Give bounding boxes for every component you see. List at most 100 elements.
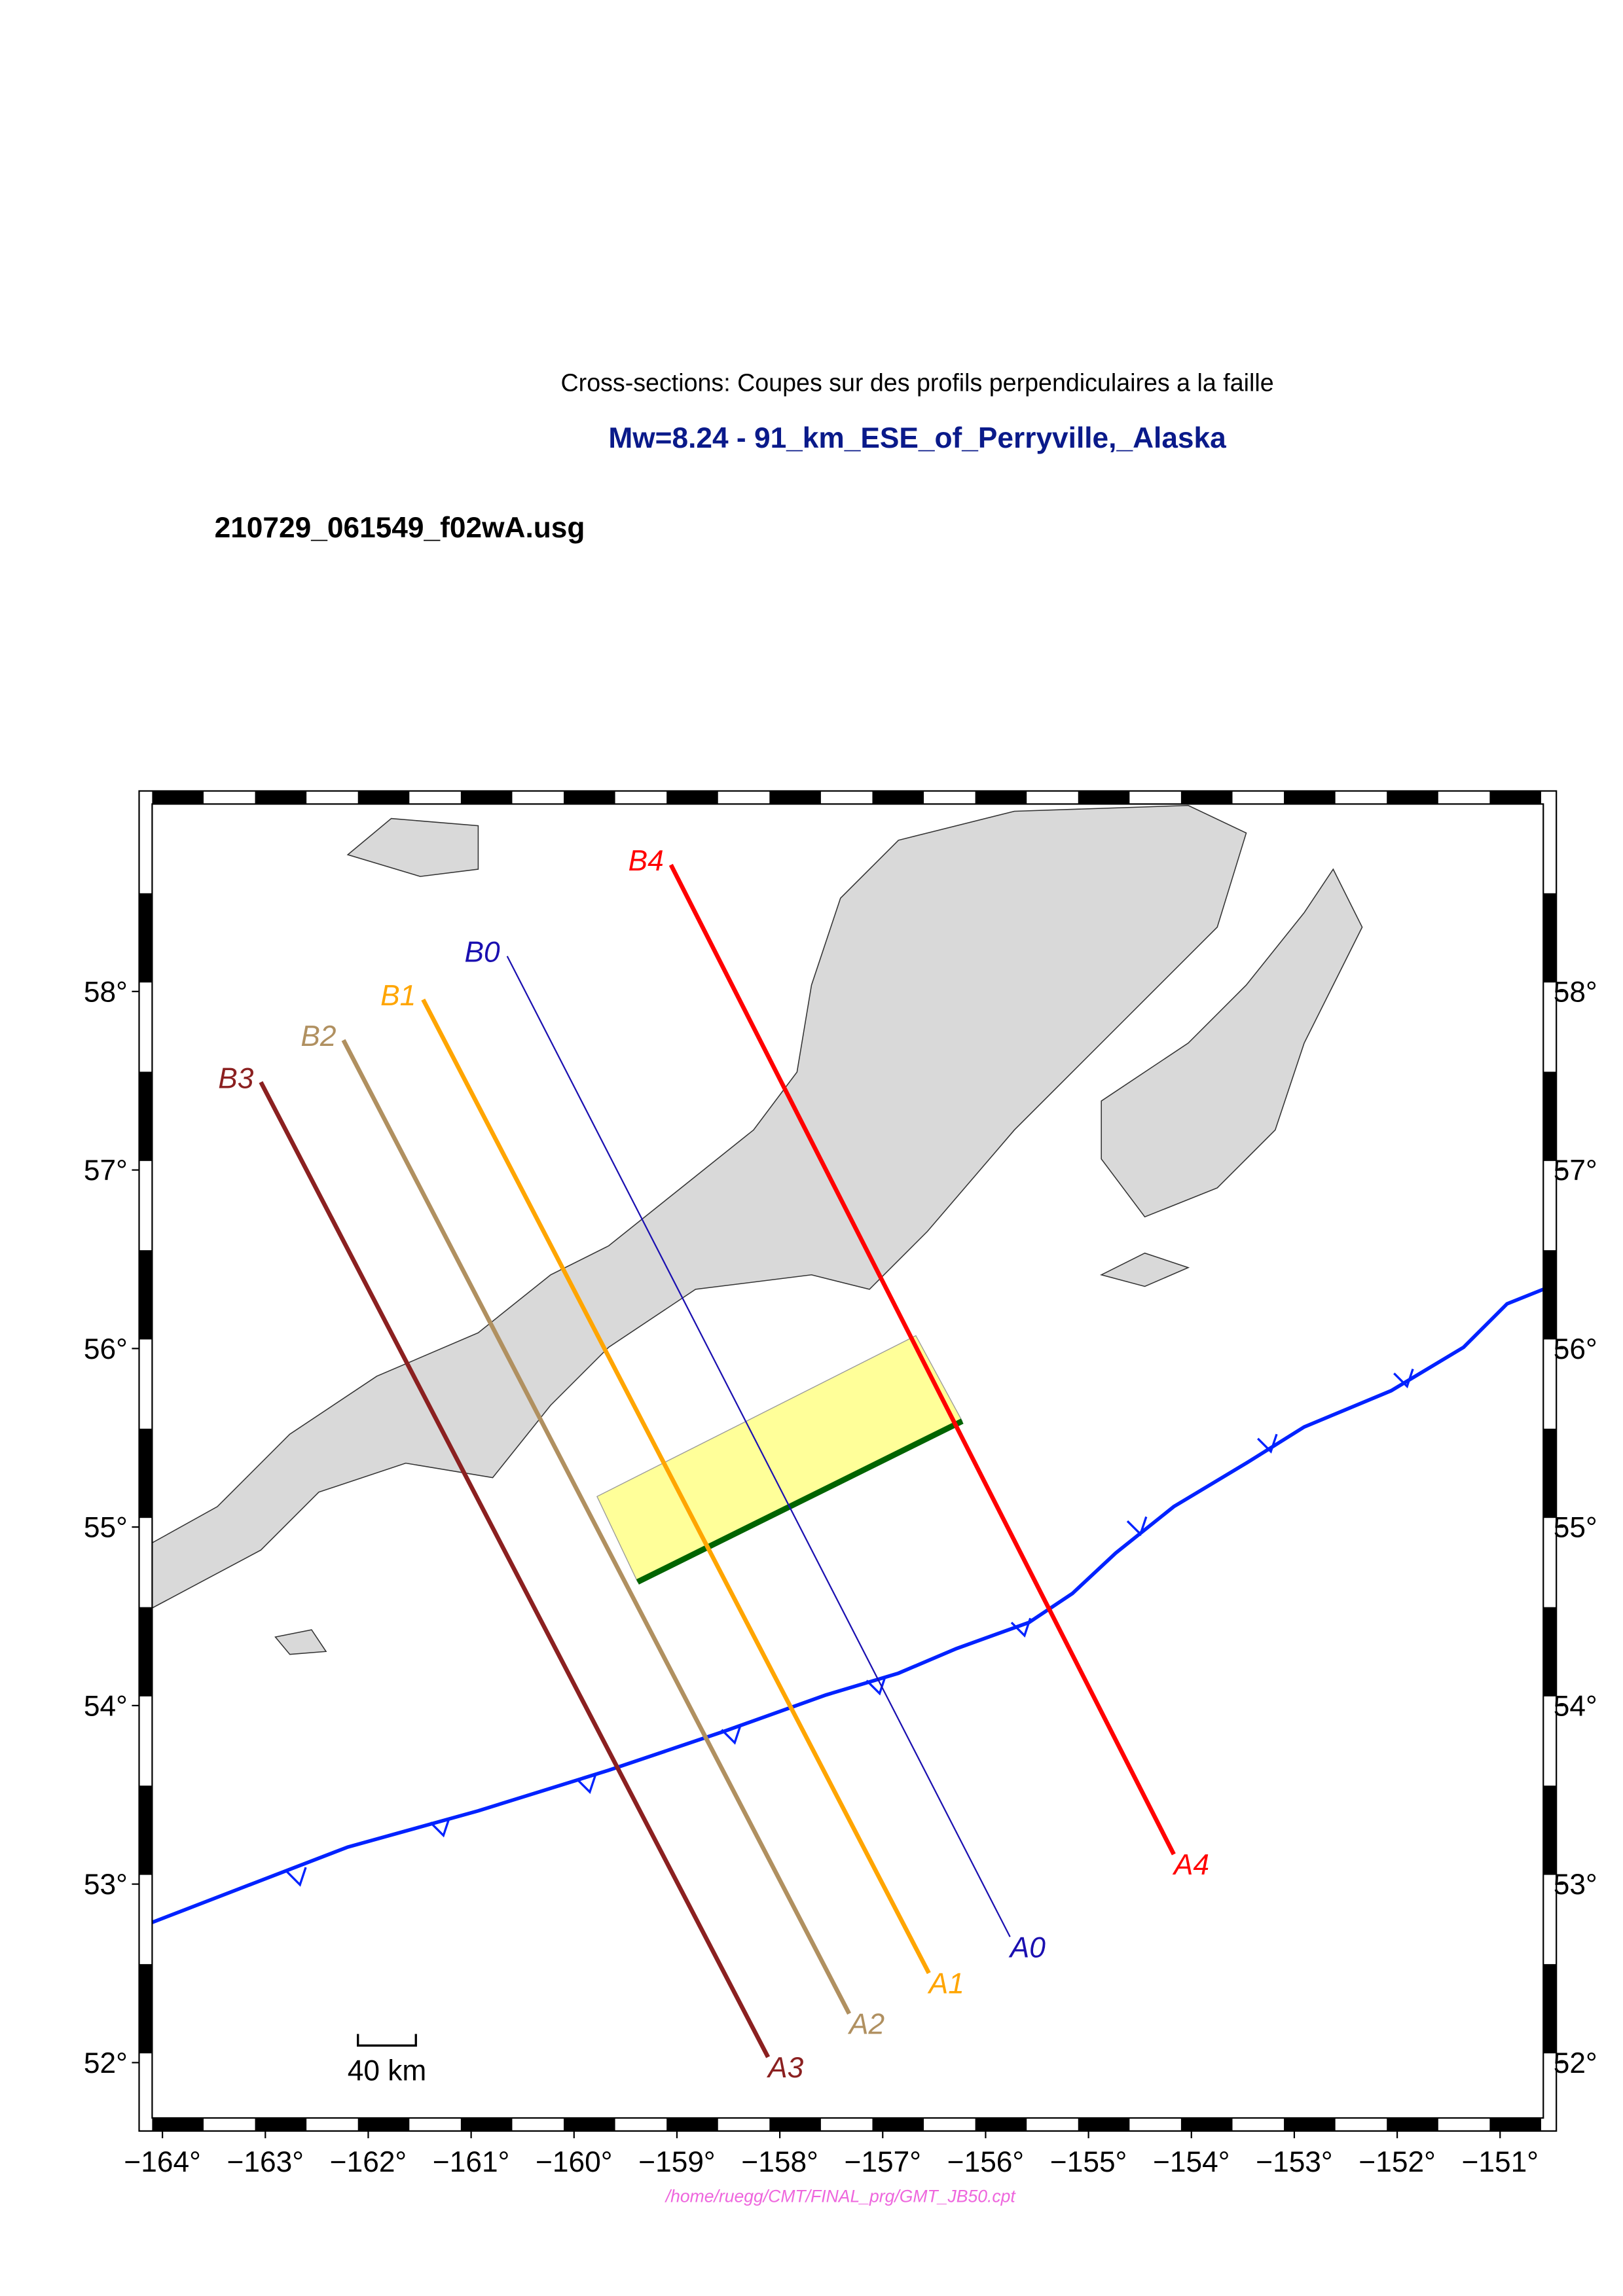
frame: −164° −163° −162° −161° −160° −159° −158° −157°… — [84, 790, 1597, 2178]
x-tick-label: −161° — [433, 2146, 509, 2178]
frame-check — [460, 791, 513, 804]
tooth — [866, 1676, 886, 1696]
frame-check — [1543, 1607, 1557, 1696]
tooth — [1257, 1433, 1278, 1454]
frame-check — [666, 2117, 718, 2131]
y-tick-label: 56° — [84, 1333, 128, 1365]
frame-check — [1284, 2117, 1336, 2131]
footer: /home/ruegg/CMT/FINAL_prg/GMT_JB50.cpt — [665, 2186, 1017, 2206]
profile-start-label: B3 — [218, 1062, 254, 1094]
tooth — [1393, 1369, 1414, 1389]
scale-bar: 40 km — [348, 2034, 427, 2087]
island — [346, 817, 479, 877]
y-tick-label: 56° — [1554, 1333, 1597, 1365]
profile-end-label: A1 — [927, 1968, 964, 2000]
frame-check — [872, 791, 924, 804]
frame-check — [769, 2117, 821, 2131]
frame-check — [139, 1964, 153, 2054]
frame-check — [357, 791, 410, 804]
profile-start-label: B1 — [380, 980, 416, 1012]
scale-label: 40 km — [348, 2054, 427, 2087]
island — [274, 1629, 327, 1655]
y-tick-label: 57° — [84, 1155, 128, 1187]
profile-line — [341, 1039, 851, 2015]
tooth — [721, 1725, 742, 1745]
y-tick-label: 58° — [1554, 976, 1597, 1008]
x-tick-label: −157° — [845, 2146, 921, 2178]
frame-check — [357, 2117, 410, 2131]
x-tick-label: −153° — [1256, 2146, 1332, 2178]
subtitle: Mw=8.24 - 91_km_ESE_of_Perryville,_Alask… — [608, 422, 1226, 454]
x-tick-label: −162° — [330, 2146, 407, 2178]
profile-line — [421, 998, 931, 1975]
frame-check — [1543, 1250, 1557, 1340]
y-tick-label: 54° — [1554, 1690, 1597, 1722]
tooth — [575, 1774, 597, 1795]
tooth — [1126, 1516, 1148, 1537]
tooth — [1010, 1617, 1032, 1638]
frame-check — [1284, 791, 1336, 804]
frame-check — [139, 1428, 153, 1518]
frame-check — [1180, 2117, 1233, 2131]
scale-bar-line — [357, 2034, 417, 2047]
y-tick-label: 53° — [84, 1869, 128, 1901]
y-tick-label: 55° — [84, 1512, 128, 1544]
frame-check — [1543, 1428, 1557, 1518]
frame-check — [1387, 791, 1438, 804]
profile-end-label: A0 — [1008, 1931, 1046, 1964]
frame-check — [1489, 2117, 1541, 2131]
frame-check — [666, 791, 718, 804]
y-tick-label: 52° — [84, 2047, 128, 2079]
x-tick-label: −159° — [638, 2146, 715, 2178]
profile-start-label: B2 — [301, 1020, 336, 1052]
frame-check — [139, 1071, 153, 1161]
frame-check — [564, 791, 615, 804]
frame-check — [255, 2117, 307, 2131]
land — [152, 804, 1363, 1655]
frame-check — [1078, 2117, 1130, 2131]
y-tick-label: 53° — [1554, 1869, 1597, 1901]
frame-check — [1078, 791, 1130, 804]
x-tick-label: −158° — [741, 2146, 818, 2178]
island — [1100, 1252, 1190, 1287]
frame-check — [1543, 1964, 1557, 2054]
profile-end-label: A2 — [847, 2009, 884, 2041]
frame-check — [152, 791, 204, 804]
x-tick-label: −151° — [1462, 2146, 1539, 2178]
title: Cross-sections: Coupes sur des profils p… — [561, 369, 1274, 397]
frame-check — [460, 2117, 513, 2131]
profile-start-label: B0 — [464, 937, 500, 969]
y-tick-label: 57° — [1554, 1155, 1597, 1187]
tooth — [286, 1867, 307, 1887]
tooth — [429, 1818, 450, 1838]
x-tick-label: −154° — [1153, 2146, 1230, 2178]
frame-check — [139, 893, 153, 983]
x-tick-label: −160° — [536, 2146, 612, 2178]
frame-check — [255, 791, 307, 804]
frame-check — [1489, 791, 1541, 804]
x-tick-label: −164° — [124, 2146, 200, 2178]
frame-check — [975, 791, 1027, 804]
frame-check — [139, 1250, 153, 1340]
x-tick-label: −152° — [1359, 2146, 1435, 2178]
frame-check — [1543, 893, 1557, 983]
profile-end-label: A4 — [1172, 1849, 1209, 1881]
profile-end-label: A3 — [766, 2052, 804, 2084]
alaska-peninsula — [152, 804, 1247, 1609]
y-tick-label: 58° — [84, 976, 128, 1008]
frame-check — [1543, 1785, 1557, 1875]
file-label: 210729_061549_f02wA.usg — [215, 512, 585, 544]
x-tick-label: −163° — [227, 2146, 304, 2178]
x-tick-label: −156° — [947, 2146, 1024, 2178]
profile-line — [668, 863, 1176, 1856]
map-area — [152, 804, 1544, 2058]
profile-line — [259, 1081, 771, 2058]
y-tick-label: 55° — [1554, 1512, 1597, 1544]
frame-check — [1387, 2117, 1438, 2131]
trench-teeth — [286, 1369, 1414, 1887]
frame-check — [139, 1785, 153, 1875]
y-tick-label: 54° — [84, 1690, 128, 1722]
kodiak-island — [1101, 868, 1363, 1218]
x-tick-label: −155° — [1050, 2146, 1127, 2178]
